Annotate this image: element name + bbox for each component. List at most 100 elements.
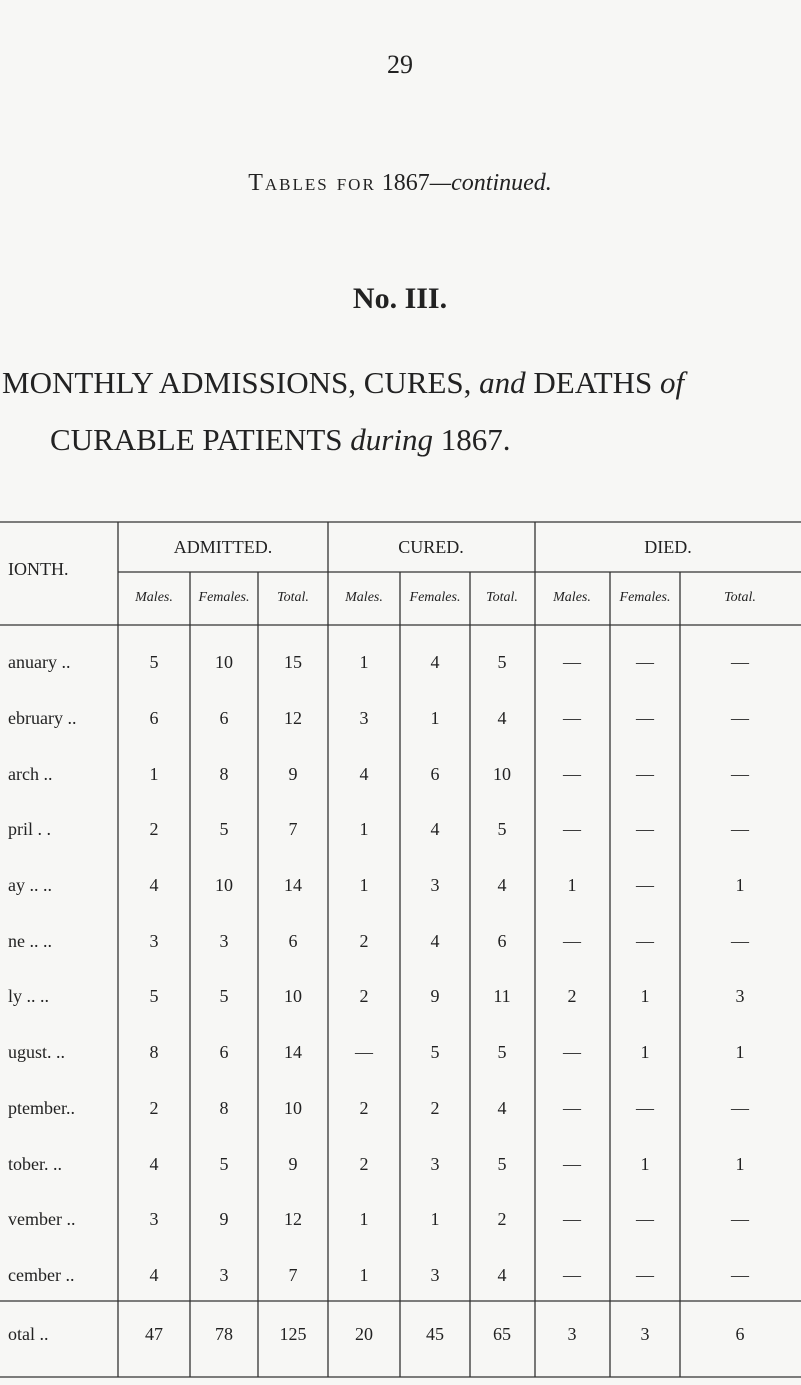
cell: — — [563, 819, 581, 840]
cell: 1 — [359, 819, 369, 840]
cell: — — [563, 707, 581, 728]
total-cell: 78 — [215, 1324, 233, 1345]
cell: 6 — [497, 930, 507, 951]
cell: 9 — [430, 986, 440, 1007]
cell: 6 — [219, 1042, 229, 1063]
cell: — — [731, 1097, 749, 1118]
cell: 1 — [149, 763, 159, 784]
cell: — — [636, 1209, 654, 1230]
cell: — — [731, 1209, 749, 1230]
cell: 3 — [359, 707, 369, 728]
cell: 1 — [735, 875, 745, 895]
cell: 3 — [430, 875, 440, 895]
cell: 5 — [219, 819, 229, 840]
cell: 5 — [497, 1153, 507, 1174]
cell: 3 — [430, 1264, 440, 1285]
cell: 1 — [359, 652, 369, 673]
cell: — — [563, 1097, 581, 1118]
cell: 7 — [288, 819, 298, 840]
subheader: Females. — [409, 589, 461, 605]
month-label: ly .. .. — [8, 986, 50, 1007]
cell: 11 — [493, 986, 511, 1007]
subheader: Total. — [486, 589, 518, 605]
title: Tables for 1867—continued. — [248, 170, 552, 197]
subheader: Total. — [277, 589, 309, 605]
month-label: ebruary .. — [8, 707, 77, 728]
cell: 8 — [149, 1042, 159, 1063]
cell: 5 — [149, 652, 159, 673]
cell: 5 — [430, 1042, 440, 1063]
heading-line: MONTHLY ADMISSIONS, CURES, and DEATHS of — [2, 365, 684, 401]
cell: 2 — [497, 1209, 507, 1230]
cell: 10 — [284, 986, 302, 1007]
cell: 1 — [359, 875, 369, 895]
cell: 1 — [640, 1042, 650, 1063]
cell: 1 — [359, 1264, 369, 1285]
cell: — — [563, 1264, 581, 1285]
cell: 2 — [149, 819, 159, 840]
cell: 12 — [284, 707, 302, 728]
cell: 14 — [284, 1042, 302, 1063]
month-label: vember .. — [8, 1209, 76, 1230]
cell: 5 — [497, 819, 507, 840]
table-number: No. III. — [352, 282, 448, 315]
cell: — — [563, 1209, 581, 1230]
cell: 5 — [219, 1153, 229, 1174]
cell: — — [731, 930, 749, 951]
cell: 1 — [640, 986, 650, 1007]
cell: 12 — [284, 1209, 302, 1230]
heading-text: 1867. — [440, 422, 511, 457]
cell: 6 — [288, 930, 298, 951]
cell: 5 — [149, 986, 159, 1007]
month-label: ay .. .. — [8, 875, 52, 895]
total-cell: 45 — [426, 1324, 444, 1345]
month-label: arch .. — [8, 763, 53, 784]
total-cell: 3 — [640, 1324, 650, 1345]
cell: 5 — [497, 652, 507, 673]
cell: 15 — [284, 652, 302, 673]
cell: 7 — [288, 1264, 298, 1285]
cell: 1 — [567, 875, 577, 895]
heading-text: and — [479, 365, 526, 400]
total-cell: 47 — [145, 1324, 163, 1345]
cell: 4 — [430, 930, 440, 951]
cell: 1 — [430, 707, 440, 728]
cell: — — [731, 652, 749, 673]
cell: 4 — [497, 1097, 507, 1118]
cell: 14 — [284, 875, 302, 895]
heading-line: CURABLE PATIENTS during 1867. — [50, 422, 510, 458]
cell: — — [731, 763, 749, 784]
subheader: Females. — [619, 589, 671, 605]
cell: 9 — [288, 763, 298, 784]
cell: 3 — [149, 1209, 159, 1230]
subheader: Total. — [724, 589, 756, 605]
cell: 2 — [359, 1097, 369, 1118]
heading-text: DEATHS — [533, 365, 653, 400]
cell: 10 — [215, 875, 233, 895]
cell: — — [731, 707, 749, 728]
month-label: ne .. .. — [8, 930, 52, 951]
cell: 4 — [497, 707, 507, 728]
month-label: ugust. .. — [8, 1042, 66, 1063]
total-cell: 125 — [279, 1324, 307, 1345]
cell: 3 — [219, 1264, 229, 1285]
subheader: Males. — [553, 589, 591, 605]
group-header: CURED. — [398, 537, 464, 558]
cell: 4 — [149, 1153, 159, 1174]
heading-text: of — [660, 365, 685, 400]
month-label: tober. .. — [8, 1153, 62, 1174]
month-label: pril . . — [8, 819, 51, 840]
subheader: Males. — [135, 589, 173, 605]
heading-text: MONTHLY ADMISSIONS, CURES, — [2, 365, 472, 400]
cell: — — [636, 707, 654, 728]
month-label: cember .. — [8, 1264, 75, 1285]
cell: — — [636, 875, 654, 895]
title-year: 1867 — [381, 170, 430, 196]
total-cell: 20 — [355, 1324, 373, 1345]
total-label: otal .. — [8, 1324, 49, 1345]
cell: 1 — [735, 1042, 745, 1063]
cell: 4 — [430, 819, 440, 840]
cell: 4 — [359, 763, 369, 784]
